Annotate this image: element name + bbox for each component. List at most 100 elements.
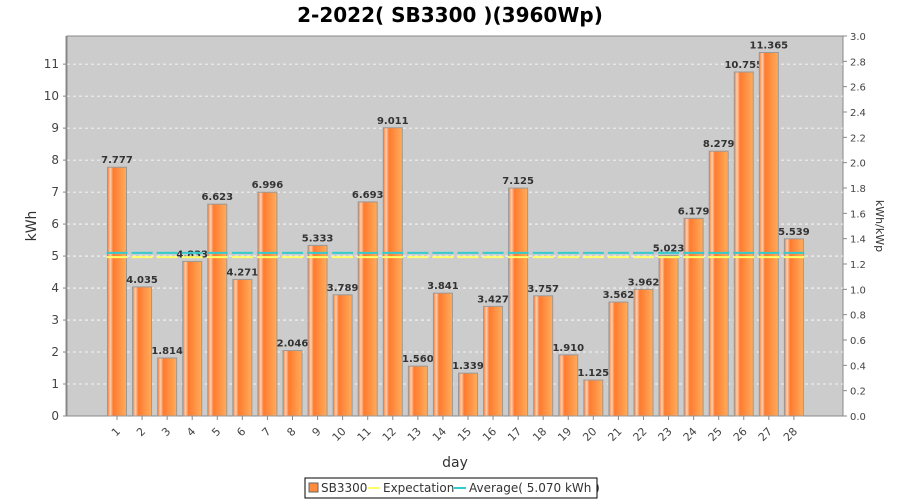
bar bbox=[107, 166, 127, 417]
bar-value-label: 3.841 bbox=[427, 281, 459, 292]
bar-value-label: 4.035 bbox=[126, 275, 158, 286]
bar bbox=[558, 354, 579, 417]
bar bbox=[132, 286, 153, 417]
bar-value-label: 6.623 bbox=[201, 192, 233, 203]
y-tick-label: 4 bbox=[51, 281, 59, 295]
y2-tick-label: 1.6 bbox=[850, 209, 866, 220]
x-tick-label: 16 bbox=[480, 425, 499, 444]
bar bbox=[683, 217, 704, 417]
x-tick-label: 1 bbox=[109, 425, 123, 439]
bar bbox=[207, 203, 228, 417]
bar bbox=[182, 260, 203, 417]
bar-value-label: 5.539 bbox=[778, 227, 810, 238]
bar-value-label: 10.755 bbox=[724, 60, 763, 71]
x-tick-label: 21 bbox=[605, 425, 624, 444]
legend-sb3300: SB3300 bbox=[321, 481, 367, 495]
bar bbox=[457, 372, 478, 417]
y2-tick-label: 1.8 bbox=[850, 184, 866, 195]
y-tick-label: 9 bbox=[51, 121, 59, 135]
y2-tick-label: 0.4 bbox=[850, 361, 866, 372]
y-tick-label: 5 bbox=[51, 249, 59, 263]
x-axis-label: day bbox=[442, 455, 468, 471]
bar bbox=[432, 292, 453, 417]
bar bbox=[382, 127, 403, 417]
bar-value-label: 8.279 bbox=[703, 139, 735, 150]
y2-tick-label: 2.4 bbox=[850, 108, 866, 119]
bar bbox=[708, 150, 729, 417]
x-tick-label: 9 bbox=[310, 425, 324, 439]
y-tick-label: 0 bbox=[51, 409, 59, 423]
bar bbox=[533, 295, 554, 417]
bar bbox=[332, 294, 353, 417]
x-tick-label: 19 bbox=[555, 425, 574, 444]
bar-value-label: 7.777 bbox=[101, 155, 133, 166]
bar bbox=[307, 244, 328, 417]
y-tick-label: 7 bbox=[51, 185, 59, 199]
y-tick-label: 6 bbox=[51, 217, 59, 231]
y-tick-label: 3 bbox=[51, 313, 59, 327]
bar-value-label: 3.427 bbox=[477, 294, 509, 305]
y-tick-label: 11 bbox=[44, 57, 59, 71]
bar-value-label: 7.125 bbox=[502, 176, 534, 187]
y-tick-label: 2 bbox=[51, 345, 59, 359]
chart-title: 2-2022( SB3300 )(3960Wp) bbox=[297, 3, 603, 27]
x-tick-label: 26 bbox=[731, 425, 750, 444]
y2-tick-label: 1.4 bbox=[850, 235, 866, 246]
x-tick-label: 24 bbox=[681, 425, 700, 444]
y2-tick-label: 0.0 bbox=[850, 412, 866, 423]
y2-tick-label: 0.2 bbox=[850, 387, 866, 398]
y2-tick-label: 1.2 bbox=[850, 260, 866, 271]
x-tick-label: 25 bbox=[706, 425, 725, 444]
y-tick-label: 1 bbox=[51, 377, 59, 391]
x-tick-label: 2 bbox=[134, 425, 148, 439]
legend: SB3300 Expectation Average( 5.070 kWh ) bbox=[304, 477, 600, 499]
bar bbox=[733, 71, 754, 417]
x-tick-label: 17 bbox=[505, 425, 524, 444]
y-axis-label: kWh bbox=[24, 211, 40, 242]
x-tick-label: 18 bbox=[530, 425, 549, 444]
bar-value-label: 2.046 bbox=[277, 339, 309, 350]
bar bbox=[658, 254, 679, 417]
y2-tick-label: 2.8 bbox=[850, 57, 866, 68]
bar bbox=[633, 288, 654, 417]
y2-tick-label: 2.2 bbox=[850, 133, 866, 144]
bar bbox=[257, 191, 278, 417]
bar-value-label: 3.962 bbox=[628, 277, 660, 288]
x-tick-label: 6 bbox=[234, 425, 248, 439]
bar-value-label: 5.333 bbox=[302, 233, 334, 244]
y2-tick-label: 2.0 bbox=[850, 159, 866, 170]
bar bbox=[608, 301, 629, 417]
bar-value-label: 1.125 bbox=[578, 368, 610, 379]
y2-axis-label: kWh/kWp bbox=[873, 200, 886, 252]
x-tick-label: 11 bbox=[355, 425, 374, 444]
bar-value-label: 3.789 bbox=[327, 283, 359, 294]
x-tick-label: 12 bbox=[380, 425, 399, 444]
bar-value-label: 5.023 bbox=[653, 243, 685, 254]
bar bbox=[583, 379, 604, 417]
x-tick-label: 8 bbox=[284, 425, 298, 439]
x-tick-label: 3 bbox=[159, 425, 173, 439]
x-tick-label: 10 bbox=[330, 425, 349, 444]
x-tick-label: 27 bbox=[756, 425, 775, 444]
bar-value-label: 4.271 bbox=[227, 267, 259, 278]
bar-value-label: 1.560 bbox=[402, 354, 434, 365]
x-tick-label: 20 bbox=[580, 425, 599, 444]
y2-tick-label: 1.0 bbox=[850, 285, 866, 296]
bar-value-label: 1.910 bbox=[552, 343, 584, 354]
bar-value-label: 6.996 bbox=[252, 180, 284, 191]
x-tick-label: 7 bbox=[259, 425, 273, 439]
bar-value-label: 3.757 bbox=[527, 284, 559, 295]
y2-tick-label: 0.6 bbox=[850, 336, 866, 347]
bar-value-label: 11.365 bbox=[750, 40, 789, 51]
bar-value-label: 1.814 bbox=[151, 346, 183, 357]
bar bbox=[282, 350, 303, 417]
x-tick-label: 14 bbox=[430, 425, 449, 444]
bar-value-label: 6.179 bbox=[678, 206, 710, 217]
bar bbox=[407, 365, 428, 417]
legend-swatch-sb3300 bbox=[308, 482, 319, 493]
x-tick-label: 13 bbox=[405, 425, 424, 444]
bar bbox=[232, 278, 253, 417]
x-tick-label: 23 bbox=[656, 425, 675, 444]
x-tick-label: 5 bbox=[209, 425, 223, 439]
